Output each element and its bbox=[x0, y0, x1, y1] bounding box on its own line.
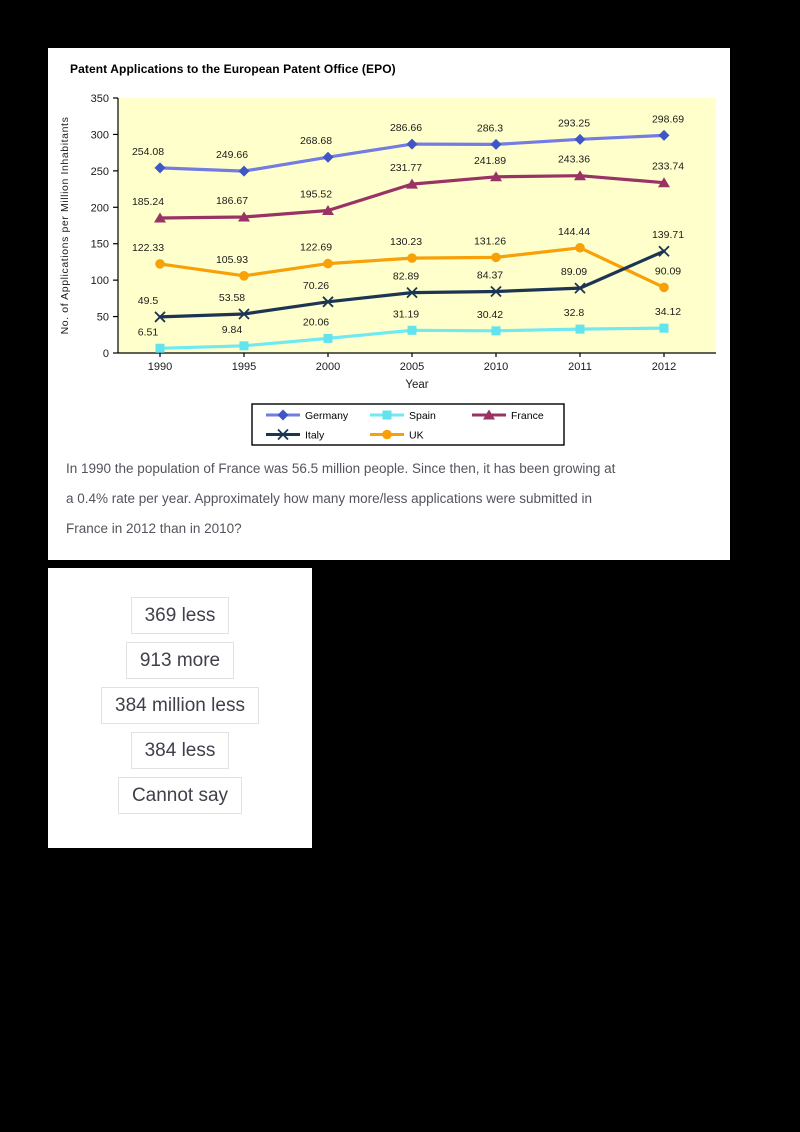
data-label: 186.67 bbox=[216, 195, 248, 207]
y-tick-label: 50 bbox=[97, 312, 109, 324]
question-panel: 0 50 100 150 200 250 300 350 1990 1995 2000 2005 201… bbox=[48, 48, 730, 560]
x-tick-label: 2005 bbox=[400, 361, 424, 373]
data-label: 231.77 bbox=[390, 162, 422, 174]
data-label: 144.44 bbox=[558, 226, 590, 238]
y-tick-label: 350 bbox=[91, 93, 109, 105]
y-tick-label: 150 bbox=[91, 239, 109, 251]
data-label: 131.26 bbox=[474, 235, 506, 247]
data-label: 268.68 bbox=[300, 135, 332, 147]
data-label: 293.25 bbox=[558, 117, 590, 129]
plot-area bbox=[118, 98, 716, 353]
series-germany: 254.08 249.66 268.68 286.66 286.3 293.25 298.6… bbox=[132, 113, 684, 177]
data-label: 122.69 bbox=[300, 242, 332, 254]
data-label: 233.74 bbox=[652, 161, 684, 173]
data-label: 286.3 bbox=[477, 122, 503, 134]
data-label: 105.93 bbox=[216, 254, 248, 266]
data-label: 249.66 bbox=[216, 149, 248, 161]
data-label: 82.89 bbox=[393, 271, 419, 283]
x-tick-label: 1995 bbox=[232, 361, 256, 373]
data-label: 31.19 bbox=[393, 308, 419, 320]
data-label: 89.09 bbox=[561, 266, 587, 278]
data-label: 254.08 bbox=[132, 146, 164, 158]
x-tick-label: 2000 bbox=[316, 361, 340, 373]
chart-title: Patent Applications to the European Pate… bbox=[70, 62, 396, 76]
y-tick-label: 250 bbox=[91, 166, 109, 178]
x-axis-ticks: 1990 1995 2000 2005 2010 2011 2012 bbox=[148, 353, 676, 373]
answer-option-369-less[interactable]: 369 less bbox=[130, 597, 230, 634]
data-label: 241.89 bbox=[474, 155, 506, 167]
data-label: 70.26 bbox=[303, 280, 329, 292]
x-tick-label: 2011 bbox=[568, 361, 592, 373]
data-label: 130.23 bbox=[390, 236, 422, 248]
legend-label: Italy bbox=[305, 430, 325, 442]
legend-label: Germany bbox=[305, 410, 349, 422]
x-tick-label: 2010 bbox=[484, 361, 508, 373]
question-line-1: In 1990 the population of France was 56.… bbox=[66, 461, 616, 476]
legend-item-spain: Spain bbox=[370, 410, 436, 422]
data-label: 298.69 bbox=[652, 113, 684, 125]
data-label: 20.06 bbox=[303, 316, 329, 328]
answer-option-384-less[interactable]: 384 less bbox=[130, 732, 230, 769]
data-label: 53.58 bbox=[219, 292, 245, 304]
data-label: 185.24 bbox=[132, 196, 164, 208]
answer-option-384-million-less[interactable]: 384 million less bbox=[101, 687, 259, 724]
axes bbox=[117, 98, 716, 354]
series-france: 185.24 186.67 195.52 231.77 241.89 243.36 233.… bbox=[132, 154, 684, 223]
question-text: In 1990 the population of France was 56.… bbox=[66, 454, 716, 544]
legend-label: UK bbox=[409, 430, 424, 442]
x-tick-label: 2012 bbox=[652, 361, 676, 373]
y-tick-label: 300 bbox=[91, 129, 109, 141]
question-line-3: France in 2012 than in 2010? bbox=[66, 521, 242, 536]
legend-item-uk: UK bbox=[370, 430, 424, 442]
data-label: 122.33 bbox=[132, 242, 164, 254]
data-label: 32.8 bbox=[564, 307, 585, 319]
question-line-2: a 0.4% rate per year. Approximately how … bbox=[66, 491, 593, 506]
data-label: 34.12 bbox=[655, 306, 681, 318]
answer-option-913-more[interactable]: 913 more bbox=[125, 642, 235, 679]
data-label: 30.42 bbox=[477, 309, 503, 321]
y-axis-ticks: 0 50 100 150 200 250 300 350 bbox=[91, 93, 118, 360]
legend-label: France bbox=[511, 410, 544, 422]
data-label: 243.36 bbox=[558, 154, 590, 166]
legend-label: Spain bbox=[409, 410, 436, 422]
legend: Germany Spain France Italy UK bbox=[251, 403, 565, 446]
epo-line-chart: 0 50 100 150 200 250 300 350 1990 1995 2000 2005 201… bbox=[48, 48, 730, 508]
y-tick-label: 0 bbox=[103, 348, 109, 360]
data-label: 49.5 bbox=[138, 295, 159, 307]
y-tick-label: 200 bbox=[91, 202, 109, 214]
data-label: 286.66 bbox=[390, 122, 422, 134]
answer-option-cannot-say[interactable]: Cannot say bbox=[117, 777, 243, 814]
x-axis-title: Year bbox=[405, 379, 428, 391]
legend-item-france: France bbox=[472, 409, 544, 422]
series-italy: 49.5 53.58 70.26 82.89 84.37 89.09 139.71 bbox=[138, 229, 684, 323]
data-label: 90.09 bbox=[655, 265, 681, 277]
data-label: 9.84 bbox=[222, 324, 243, 336]
data-label: 139.71 bbox=[652, 229, 684, 241]
legend-item-germany: Germany bbox=[266, 409, 349, 422]
series-uk: 122.33 105.93 122.69 130.23 131.26 144.44 90.0… bbox=[132, 226, 681, 293]
x-tick-label: 1990 bbox=[148, 361, 172, 373]
answer-options: 369 less 913 more 384 million less 384 less… bbox=[48, 568, 312, 814]
y-axis-title: No. of Applications per Million Inhabita… bbox=[59, 117, 71, 335]
series-spain: 6.51 9.84 20.06 31.19 30.42 32.8 34.12 bbox=[138, 306, 681, 353]
y-tick-label: 100 bbox=[91, 275, 109, 287]
data-label: 84.37 bbox=[477, 270, 503, 282]
answers-panel: 369 less 913 more 384 million less 384 less… bbox=[48, 568, 312, 848]
chart-svg: 0 50 100 150 200 250 300 350 1990 1995 2000 2005 201… bbox=[59, 93, 716, 446]
data-label: 6.51 bbox=[138, 326, 159, 338]
data-label: 195.52 bbox=[300, 189, 332, 201]
legend-item-italy: Italy bbox=[266, 428, 325, 442]
